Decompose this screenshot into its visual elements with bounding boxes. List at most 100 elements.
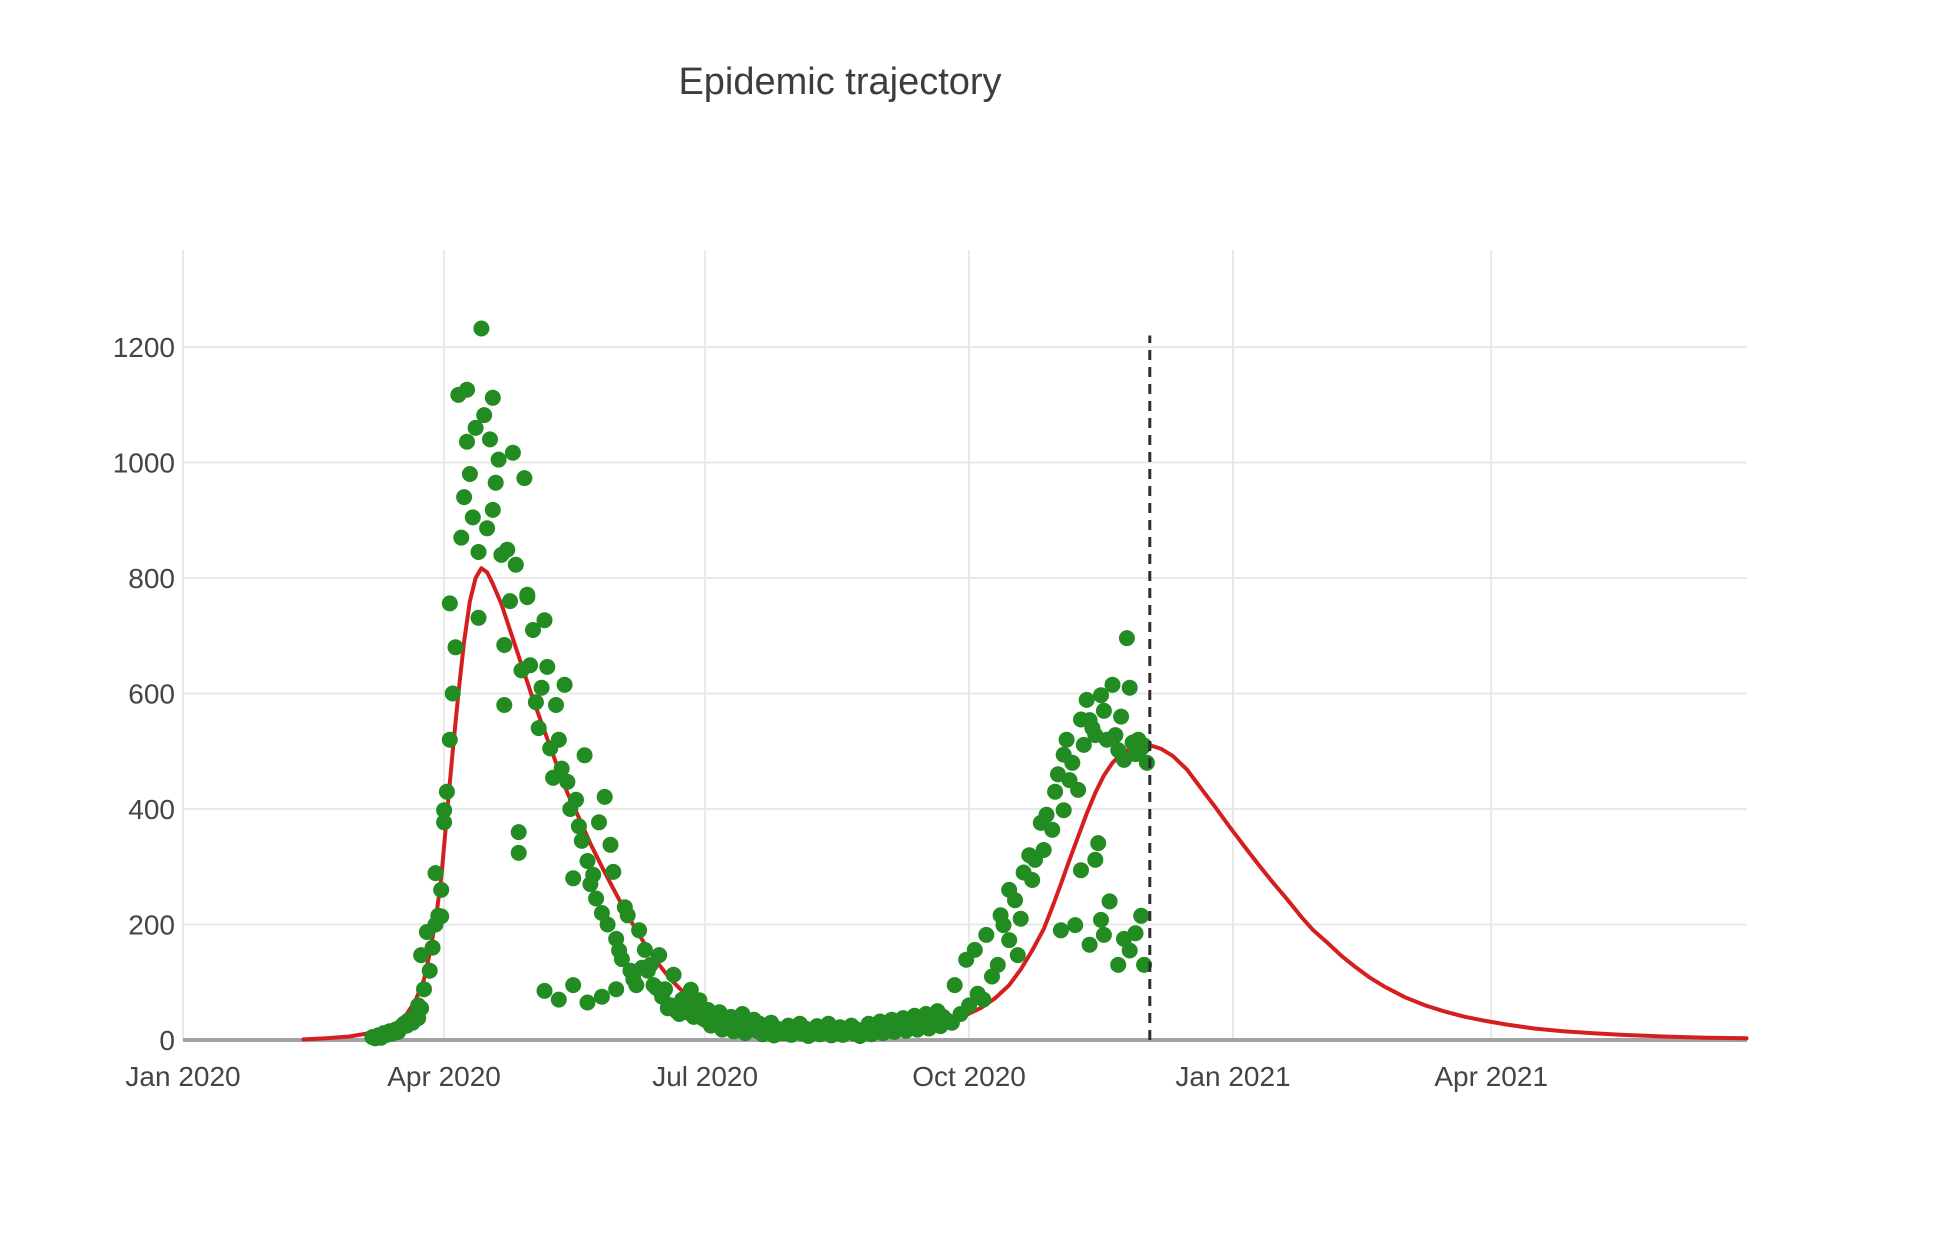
scatter-point[interactable] xyxy=(479,520,496,537)
scatter-point[interactable] xyxy=(456,489,473,506)
scatter-point[interactable] xyxy=(1047,783,1064,800)
scatter-point[interactable] xyxy=(447,639,464,656)
scatter-point[interactable] xyxy=(525,622,541,638)
scatter-point[interactable] xyxy=(946,977,963,994)
scatter-point[interactable] xyxy=(1136,737,1153,754)
scatter-point[interactable] xyxy=(1133,907,1150,924)
scatter-point[interactable] xyxy=(599,916,616,933)
scatter-point[interactable] xyxy=(579,853,596,869)
scatter-point[interactable] xyxy=(539,658,556,675)
scatter-point[interactable] xyxy=(436,814,453,831)
scatter-point[interactable] xyxy=(476,407,493,424)
scatter-point[interactable] xyxy=(470,544,487,560)
scatter-point[interactable] xyxy=(613,951,630,968)
scatter-point[interactable] xyxy=(522,657,539,674)
scatter-point[interactable] xyxy=(978,926,995,943)
scatter-point[interactable] xyxy=(536,612,553,629)
scatter-point[interactable] xyxy=(1070,781,1087,798)
scatter-point[interactable] xyxy=(490,451,507,468)
scatter-point[interactable] xyxy=(619,907,636,924)
scatter-point[interactable] xyxy=(507,556,524,573)
scatter-point[interactable] xyxy=(533,679,550,696)
scatter-point[interactable] xyxy=(502,593,518,610)
scatter-point[interactable] xyxy=(585,866,602,883)
scatter-point[interactable] xyxy=(1001,932,1018,949)
scatter-point[interactable] xyxy=(591,814,607,831)
scatter-point[interactable] xyxy=(605,863,622,880)
scatter-point[interactable] xyxy=(510,844,527,861)
scatter-point[interactable] xyxy=(1093,911,1109,928)
scatter-point[interactable] xyxy=(416,981,432,998)
scatter-point[interactable] xyxy=(1075,736,1092,753)
scatter-point[interactable] xyxy=(413,1000,430,1017)
scatter-point[interactable] xyxy=(1024,872,1041,888)
scatter-point[interactable] xyxy=(536,982,553,999)
scatter-point[interactable] xyxy=(1055,802,1072,819)
scatter-point[interactable] xyxy=(568,791,584,808)
scatter-point[interactable] xyxy=(473,320,490,337)
scatter-point[interactable] xyxy=(482,431,498,448)
scatter-point[interactable] xyxy=(657,981,673,998)
scatter-point[interactable] xyxy=(596,788,613,805)
scatter-point[interactable] xyxy=(1044,821,1061,838)
scatter-point[interactable] xyxy=(593,988,610,1005)
scatter-point[interactable] xyxy=(459,433,475,450)
scatter-point[interactable] xyxy=(1138,754,1155,771)
scatter-point[interactable] xyxy=(519,586,536,603)
scatter-point[interactable] xyxy=(1121,942,1138,959)
scatter-point[interactable] xyxy=(427,865,444,882)
scatter-point[interactable] xyxy=(444,685,461,702)
scatter-point[interactable] xyxy=(424,939,441,956)
scatter-point[interactable] xyxy=(421,962,438,979)
scatter-point[interactable] xyxy=(1118,630,1135,647)
scatter-point[interactable] xyxy=(1095,702,1112,719)
scatter-point[interactable] xyxy=(1012,910,1029,927)
scatter-point[interactable] xyxy=(1101,893,1118,910)
scatter-point[interactable] xyxy=(1090,835,1107,852)
fit-curve-path[interactable] xyxy=(301,566,1749,1042)
scatter-point[interactable] xyxy=(1078,691,1095,708)
scatter-point[interactable] xyxy=(1052,922,1069,939)
scatter-point[interactable] xyxy=(651,947,668,964)
scatter-point[interactable] xyxy=(441,731,458,748)
scatter-point[interactable] xyxy=(1110,956,1127,973)
scatter-point[interactable] xyxy=(961,997,978,1014)
scatter-point[interactable] xyxy=(1087,851,1104,868)
scatter-point[interactable] xyxy=(1121,679,1138,696)
scatter-point[interactable] xyxy=(602,836,619,853)
scatter-point[interactable] xyxy=(579,994,596,1011)
scatter-point[interactable] xyxy=(1093,687,1109,704)
scatter-point[interactable] xyxy=(459,381,475,398)
scatter-point[interactable] xyxy=(1007,892,1023,909)
fit-line[interactable] xyxy=(301,566,1749,1042)
scatter-point[interactable] xyxy=(438,783,455,800)
scatter-point[interactable] xyxy=(436,802,453,819)
scatter-point[interactable] xyxy=(433,881,450,898)
scatter-point[interactable] xyxy=(966,941,983,958)
scatter-point[interactable] xyxy=(1064,754,1081,771)
scatter-point[interactable] xyxy=(1081,936,1098,953)
scatter-point[interactable] xyxy=(470,609,487,626)
scatter-point[interactable] xyxy=(1058,731,1075,748)
scatter-point[interactable] xyxy=(975,991,992,1008)
scatter-point[interactable] xyxy=(504,444,521,461)
scatter-point[interactable] xyxy=(461,466,478,482)
scatter-point[interactable] xyxy=(550,991,567,1008)
scatter-point[interactable] xyxy=(496,697,513,713)
scatter-point[interactable] xyxy=(1073,862,1089,879)
scatter-point[interactable] xyxy=(631,922,648,939)
scatter-point[interactable] xyxy=(1009,947,1026,964)
scatter-point[interactable] xyxy=(510,824,527,841)
scatter-point[interactable] xyxy=(636,941,653,958)
scatter-point[interactable] xyxy=(608,981,625,998)
scatter-point[interactable] xyxy=(484,501,501,518)
scatter-point[interactable] xyxy=(1067,917,1084,934)
scatter-point[interactable] xyxy=(1038,806,1055,823)
scatter-point[interactable] xyxy=(989,956,1006,973)
scatter-point[interactable] xyxy=(496,637,513,653)
scatter-point[interactable] xyxy=(559,773,576,790)
scatter-point[interactable] xyxy=(550,731,567,748)
scatter-point[interactable] xyxy=(548,697,564,713)
scatter-point[interactable] xyxy=(565,977,582,994)
